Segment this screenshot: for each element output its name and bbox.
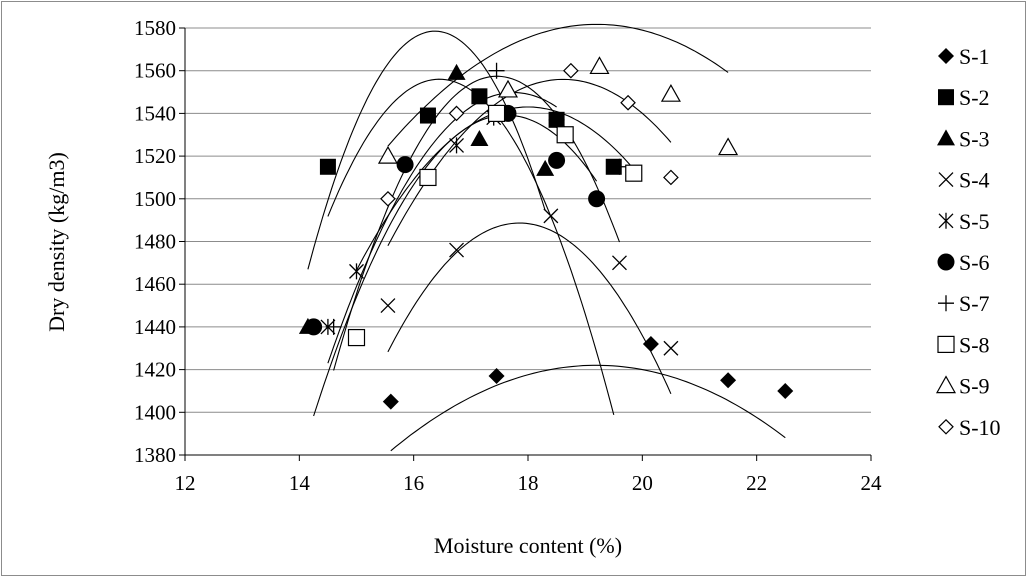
- data-point-S-1: [777, 382, 794, 399]
- data-point-S-6: [305, 318, 323, 336]
- x-tick-label: 20: [632, 471, 653, 495]
- data-point-S-1: [642, 335, 659, 352]
- data-point-S-5: [349, 263, 364, 280]
- gridlines: [185, 27, 871, 413]
- data-point-S-4: [543, 208, 559, 224]
- legend-marker-S-9: [935, 375, 957, 394]
- data-point-S-2: [419, 107, 436, 124]
- trendline-S-9: [387, 23, 729, 147]
- x-axis-title: Moisture content (%): [434, 533, 622, 558]
- x-tick-label: 12: [175, 471, 196, 495]
- legend-marker-S-1: [938, 48, 954, 64]
- data-point-S-7: [548, 111, 565, 128]
- y-tick-label: 1540: [134, 101, 176, 125]
- y-tick-label: 1460: [134, 272, 176, 296]
- legend-marker-S-7: [938, 295, 954, 312]
- y-tick-label: 1420: [134, 358, 176, 382]
- trendline-S-5: [327, 92, 557, 364]
- legend-marker-S-2: [938, 89, 954, 106]
- legend-marker-S-8: [937, 335, 955, 353]
- y-tick-label: 1580: [134, 16, 176, 40]
- data-point-S-5: [449, 137, 465, 154]
- legend-marker-S-4: [938, 172, 954, 188]
- data-point-S-1: [488, 368, 505, 385]
- x-tick-label: 18: [518, 471, 539, 495]
- axes: [179, 27, 872, 461]
- x-tick-label: 16: [403, 471, 424, 495]
- data-point-S-8: [347, 328, 366, 347]
- data-point-S-4: [380, 298, 396, 314]
- data-point-S-9: [497, 79, 519, 98]
- y-tick-label: 1380: [134, 443, 176, 467]
- data-point-S-7: [488, 62, 505, 79]
- data-point-S-4: [449, 242, 465, 258]
- data-point-S-2: [319, 158, 336, 175]
- data-point-S-1: [382, 393, 399, 410]
- y-tick-label: 1480: [134, 230, 176, 254]
- data-points: [298, 56, 794, 410]
- data-point-S-9: [377, 145, 398, 164]
- data-point-S-9: [660, 83, 681, 102]
- y-tick-label: 1500: [134, 187, 176, 211]
- data-point-S-9: [589, 56, 610, 75]
- data-point-S-1: [720, 372, 737, 389]
- legend-label-S-3: S-3: [959, 126, 990, 151]
- data-point-S-10: [663, 169, 679, 186]
- data-point-S-8: [419, 168, 437, 187]
- data-point-S-10: [620, 94, 636, 111]
- y-axis-title: Dry density (kg/m3): [44, 152, 69, 332]
- legend-marker-S-3: [937, 129, 955, 146]
- legend-marker-S-6: [937, 253, 955, 271]
- data-point-S-9: [718, 137, 739, 156]
- legend-label-S-6: S-6: [959, 250, 990, 275]
- data-point-S-4: [612, 255, 627, 271]
- data-point-S-6: [588, 190, 606, 208]
- x-tick-label: 14: [289, 471, 311, 495]
- data-point-S-6: [548, 151, 566, 169]
- data-point-S-8: [556, 126, 574, 144]
- data-point-S-8: [487, 104, 506, 123]
- x-tick-label: 24: [861, 471, 883, 495]
- data-point-S-3: [536, 159, 555, 176]
- trendline-S-2: [327, 78, 615, 416]
- legend-label-S-4: S-4: [959, 168, 990, 193]
- data-point-S-10: [380, 190, 396, 207]
- y-tick-label: 1440: [134, 315, 176, 339]
- legend-label-S-7: S-7: [959, 291, 990, 316]
- legend-label-S-9: S-9: [959, 374, 990, 399]
- data-point-S-4: [663, 340, 679, 356]
- legend-marker-S-5: [938, 212, 954, 229]
- legend: S-1 S-2 S-3 S-4 S-5 S-6 S-7 S-8 S-9 S-10: [935, 44, 1001, 440]
- trendlines: [307, 23, 786, 452]
- data-point-S-6: [396, 156, 414, 174]
- trendline-S-3: [307, 30, 546, 270]
- legend-label-S-8: S-8: [959, 332, 990, 357]
- y-tick-label: 1400: [134, 400, 176, 424]
- y-tick-label: 1520: [134, 144, 176, 168]
- data-point-S-2: [471, 88, 488, 105]
- tick-labels: 1380140014201440146014801500152015401560…: [134, 16, 882, 495]
- legend-label-S-1: S-1: [959, 44, 990, 69]
- data-point-S-3: [470, 130, 489, 147]
- y-tick-label: 1560: [134, 59, 176, 83]
- data-point-S-7: [325, 318, 342, 335]
- data-point-S-7: [611, 158, 628, 175]
- legend-marker-S-10: [938, 418, 954, 435]
- data-point-S-8: [625, 164, 643, 182]
- x-tick-label: 22: [746, 471, 767, 495]
- data-point-S-10: [563, 62, 579, 79]
- trendline-S-1: [390, 364, 786, 452]
- data-point-S-3: [447, 63, 466, 80]
- legend-label-S-5: S-5: [959, 209, 990, 234]
- legend-label-S-10: S-10: [959, 415, 1001, 440]
- trendline-S-4: [387, 222, 672, 395]
- legend-label-S-2: S-2: [959, 85, 990, 110]
- data-point-S-10: [448, 105, 465, 122]
- trendline-S-8: [356, 106, 635, 271]
